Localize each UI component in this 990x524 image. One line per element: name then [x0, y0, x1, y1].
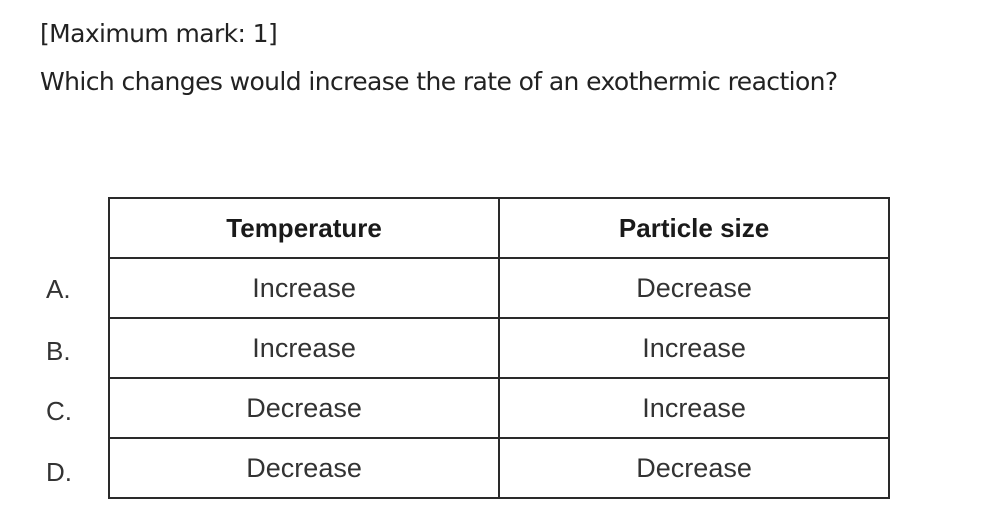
- maximum-mark: [Maximum mark: 1]: [40, 19, 278, 48]
- question-text: Which changes would increase the rate of…: [40, 67, 838, 96]
- cell-temperature: Decrease: [107, 437, 501, 499]
- cell-temperature: Increase: [107, 317, 501, 379]
- cell-particle-size: Decrease: [498, 437, 890, 499]
- table-row-d[interactable]: Decrease Decrease: [107, 437, 890, 499]
- option-label-d[interactable]: D.: [46, 457, 72, 487]
- column-header-particle-size: Particle size: [498, 197, 890, 259]
- column-header-temperature: Temperature: [107, 197, 501, 259]
- cell-temperature: Decrease: [107, 377, 501, 439]
- cell-temperature: Increase: [107, 257, 501, 319]
- cell-particle-size: Increase: [498, 377, 890, 439]
- cell-particle-size: Decrease: [498, 257, 890, 319]
- table-row-a[interactable]: Increase Decrease: [107, 257, 890, 319]
- table-row-b[interactable]: Increase Increase: [107, 317, 890, 379]
- options-table: Temperature Particle size Increase Decre…: [107, 197, 890, 499]
- table-header-row: Temperature Particle size: [107, 197, 890, 259]
- option-label-b[interactable]: B.: [46, 336, 71, 366]
- option-label-c[interactable]: C.: [46, 396, 72, 426]
- option-label-a[interactable]: A.: [46, 274, 71, 304]
- cell-particle-size: Increase: [498, 317, 890, 379]
- table-row-c[interactable]: Decrease Increase: [107, 377, 890, 439]
